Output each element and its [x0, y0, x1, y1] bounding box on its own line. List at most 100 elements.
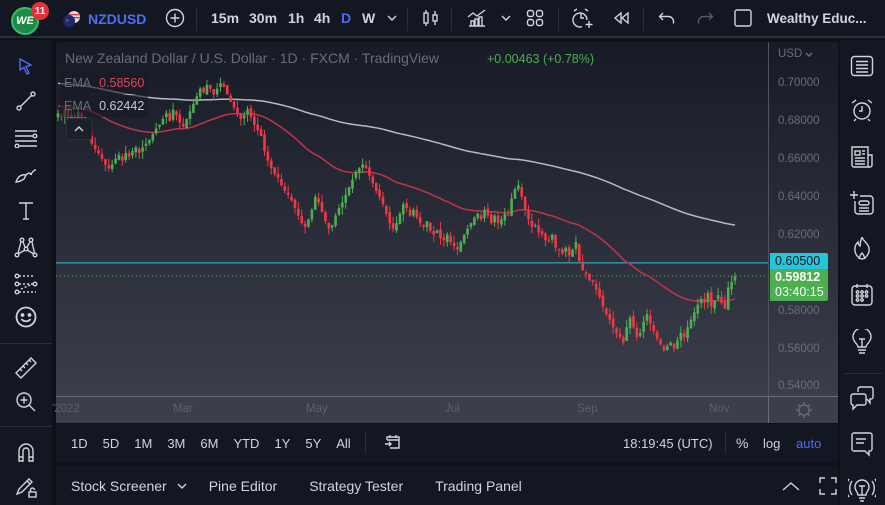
- watchlist-button[interactable]: [848, 52, 876, 80]
- time-tick: May: [306, 403, 328, 415]
- indicator-value: 0.58560: [99, 76, 145, 90]
- tab-stock-screener[interactable]: Stock Screener: [71, 478, 187, 494]
- cursor-tool[interactable]: [12, 52, 40, 80]
- fullscreen-layout-button[interactable]: [733, 0, 753, 37]
- interval-dropdown[interactable]: [386, 0, 398, 37]
- chats-button[interactable]: [848, 384, 876, 412]
- time-axis[interactable]: '2022 Mar May Jul Sep Nov: [52, 396, 768, 423]
- news-button[interactable]: [848, 143, 876, 171]
- fullscreen-icon: [819, 476, 837, 495]
- go-to-date-button[interactable]: [384, 434, 402, 453]
- price-tick: 0.70000: [778, 77, 820, 89]
- indicator-value: 0.62442: [99, 99, 145, 113]
- fullscreen-panel-button[interactable]: [819, 476, 837, 495]
- auto-scale-toggle[interactable]: auto: [796, 435, 822, 451]
- range-1y[interactable]: 1Y: [274, 435, 291, 451]
- tab-label: Stock Screener: [71, 477, 167, 494]
- prediction-tool[interactable]: [12, 270, 40, 298]
- price-tick: 0.56000: [778, 343, 820, 355]
- range-5d[interactable]: 5D: [102, 435, 120, 451]
- add-watchlist-button[interactable]: [848, 189, 876, 217]
- magnet-tool[interactable]: [12, 438, 40, 466]
- chevron-down-icon: [805, 52, 813, 57]
- gear-icon: [795, 402, 812, 418]
- candles-icon: [423, 10, 438, 26]
- range-ytd[interactable]: YTD: [233, 435, 260, 451]
- price-axis[interactable]: USD 0.70000 0.68000 0.66000 0.64000 0.62…: [768, 42, 838, 397]
- interval-1h[interactable]: 1h: [288, 10, 305, 26]
- range-3m[interactable]: 3M: [167, 435, 186, 451]
- redo-icon: [697, 12, 714, 24]
- interval-15m[interactable]: 15m: [211, 10, 240, 26]
- ruler-icon: [15, 357, 37, 379]
- grid-layout-icon: [526, 9, 544, 27]
- bar-countdown: 03:40:15: [775, 285, 824, 299]
- lock-drawings-tool[interactable]: [12, 473, 40, 501]
- alerts-button[interactable]: [848, 96, 876, 124]
- tab-strategy-tester[interactable]: Strategy Tester: [309, 477, 404, 494]
- chart-type-button[interactable]: [421, 0, 441, 37]
- create-alert-button[interactable]: [571, 0, 593, 37]
- tab-trading-panel[interactable]: Trading Panel: [435, 477, 522, 494]
- chat-bubbles-icon: [850, 386, 874, 411]
- date-range-bar: 1D 5D 1M 3M 6M YTD 1Y 5Y All 18:19:45 (U…: [56, 424, 838, 462]
- maximize-panel-button[interactable]: [781, 481, 801, 491]
- calendar-button[interactable]: [848, 281, 876, 309]
- replay-button[interactable]: [611, 0, 631, 37]
- help-ideas-stream-button[interactable]: [848, 476, 876, 504]
- trend-line-tool[interactable]: [12, 87, 40, 115]
- compare-symbol-button[interactable]: [163, 0, 187, 37]
- pattern-tool[interactable]: [12, 233, 40, 261]
- hotlists-button[interactable]: [848, 234, 876, 262]
- chart-pane[interactable]: [56, 42, 768, 397]
- square-icon: [734, 9, 752, 27]
- horizontal-lines-tool[interactable]: [12, 124, 40, 152]
- private-chat-button[interactable]: [848, 430, 876, 458]
- utc-clock[interactable]: 18:19:45 (UTC): [623, 435, 713, 451]
- zoom-in-tool[interactable]: [12, 388, 40, 416]
- redo-button[interactable]: [695, 0, 715, 37]
- interval-4h[interactable]: 4h: [314, 10, 331, 26]
- interval-w[interactable]: W: [362, 10, 376, 26]
- indicators-button[interactable]: [466, 0, 488, 37]
- ruler-tool[interactable]: [12, 354, 40, 382]
- range-1m[interactable]: 1M: [134, 435, 153, 451]
- xabcd-pattern-icon: [14, 237, 38, 258]
- chevron-down-icon: [387, 15, 397, 21]
- text-tool[interactable]: [12, 197, 40, 225]
- ema-fast-legend[interactable]: EMA 0.58560: [60, 72, 149, 94]
- brush-tool[interactable]: [12, 161, 40, 189]
- right-sidebar: [840, 40, 885, 505]
- collapse-legend-button[interactable]: [66, 118, 92, 140]
- time-tick: Nov: [709, 403, 730, 415]
- brush-icon: [15, 169, 37, 183]
- log-scale-toggle[interactable]: log: [763, 435, 781, 451]
- layouts-button[interactable]: [526, 0, 544, 37]
- ideas-button[interactable]: [848, 328, 876, 356]
- currency-selector[interactable]: USD: [778, 48, 813, 60]
- pencil-lock-icon: [15, 478, 37, 498]
- calendar-icon: [851, 284, 873, 306]
- chart-settings-button[interactable]: [768, 396, 838, 423]
- percent-scale-toggle[interactable]: %: [736, 435, 749, 451]
- indicators-icon: [467, 9, 486, 27]
- range-all[interactable]: All: [336, 435, 351, 451]
- indicators-dropdown[interactable]: [501, 0, 511, 37]
- ema-slow-legend[interactable]: EMA 0.62442: [60, 95, 149, 117]
- range-6m[interactable]: 6M: [200, 435, 219, 451]
- undo-button[interactable]: [657, 0, 677, 37]
- price-tick: 0.68000: [778, 115, 820, 127]
- tab-pine-editor[interactable]: Pine Editor: [208, 477, 278, 494]
- symbol-search-button[interactable]: NZDUSD: [88, 11, 147, 27]
- range-1d[interactable]: 1D: [71, 435, 88, 451]
- layout-name-button[interactable]: Wealthy Educ...: [767, 10, 867, 26]
- interval-d[interactable]: D: [341, 10, 352, 26]
- alarm-clock-icon: [851, 99, 873, 122]
- interval-30m[interactable]: 30m: [249, 10, 278, 26]
- broadcast-lightbulb-icon: [848, 478, 876, 502]
- price-change: +0.00463 (+0.78%): [487, 52, 595, 66]
- horizontal-line-price-tag: 0.60500: [770, 253, 828, 270]
- emoji-tool[interactable]: [12, 303, 40, 331]
- alarm-plus-icon: [572, 8, 593, 28]
- range-5y[interactable]: 5Y: [305, 435, 322, 451]
